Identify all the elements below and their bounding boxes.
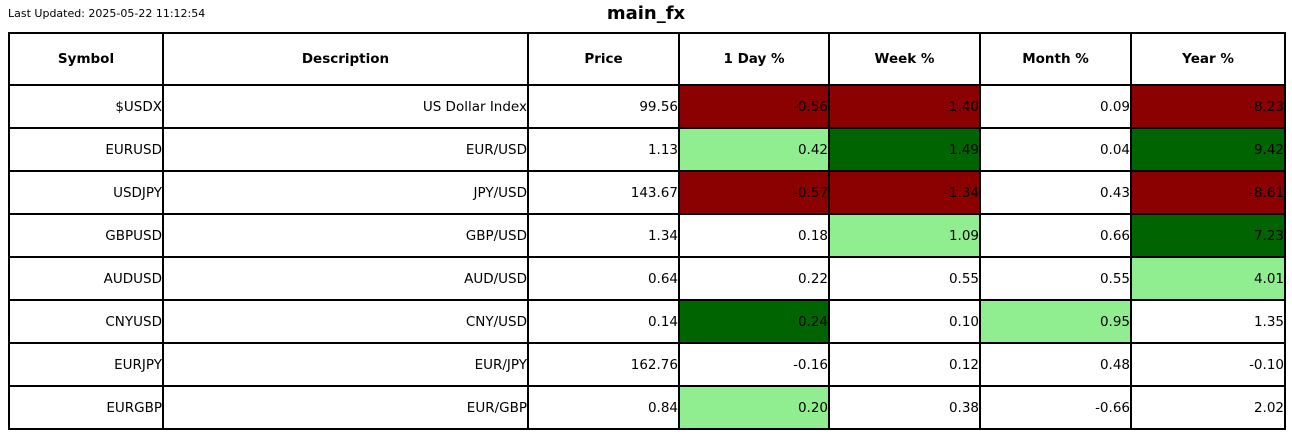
cell-week-pct: 0.12: [828, 342, 981, 387]
cell-year-pct: 9.42: [1130, 127, 1286, 172]
cell-symbol: CNYUSD: [8, 299, 164, 344]
cell-description: CNY/USD: [162, 299, 529, 344]
cell-month-pct: 0.95: [979, 299, 1132, 344]
cell-year-pct: -0.10: [1130, 342, 1286, 387]
cell-month-pct: 0.55: [979, 256, 1132, 301]
top-bar: Last Updated: 2025-05-22 11:12:54 main_f…: [0, 0, 1292, 32]
column-header-description: Description: [162, 32, 529, 86]
column-header-symbol: Symbol: [8, 32, 164, 86]
cell-1day-pct: 0.24: [678, 299, 830, 344]
cell-week-pct: -1.40: [828, 84, 981, 129]
column-header-1day-pct: 1 Day %: [678, 32, 830, 86]
column-header-week-pct: Week %: [828, 32, 981, 86]
cell-price: 1.34: [527, 213, 680, 258]
cell-description: AUD/USD: [162, 256, 529, 301]
table-row: EURGBP EUR/GBP 0.84 0.20 0.38 -0.66 2.02: [8, 385, 1286, 430]
column-header-price: Price: [527, 32, 680, 86]
last-updated-label: Last Updated: 2025-05-22 11:12:54: [8, 7, 206, 20]
cell-week-pct: 0.38: [828, 385, 981, 430]
cell-1day-pct: -0.16: [678, 342, 830, 387]
cell-year-pct: -8.23: [1130, 84, 1286, 129]
header-row: Symbol Description Price 1 Day % Week % …: [8, 32, 1286, 86]
page-title: main_fx: [606, 3, 686, 24]
cell-year-pct: 4.01: [1130, 256, 1286, 301]
table-row: CNYUSD CNY/USD 0.14 0.24 0.10 0.95 1.35: [8, 299, 1286, 344]
cell-price: 99.56: [527, 84, 680, 129]
cell-price: 0.84: [527, 385, 680, 430]
fx-table: Symbol Description Price 1 Day % Week % …: [8, 32, 1286, 430]
column-header-month-pct: Month %: [979, 32, 1132, 86]
cell-symbol: EURGBP: [8, 385, 164, 430]
cell-symbol: EURUSD: [8, 127, 164, 172]
cell-symbol: GBPUSD: [8, 213, 164, 258]
cell-1day-pct: -0.56: [678, 84, 830, 129]
table-row: AUDUSD AUD/USD 0.64 0.22 0.55 0.55 4.01: [8, 256, 1286, 301]
cell-description: GBP/USD: [162, 213, 529, 258]
cell-1day-pct: 0.22: [678, 256, 830, 301]
table-row: GBPUSD GBP/USD 1.34 0.18 1.09 0.66 7.23: [8, 213, 1286, 258]
column-header-year-pct: Year %: [1130, 32, 1286, 86]
cell-description: EUR/JPY: [162, 342, 529, 387]
cell-week-pct: 0.10: [828, 299, 981, 344]
cell-week-pct: 1.49: [828, 127, 981, 172]
cell-price: 162.76: [527, 342, 680, 387]
cell-1day-pct: 0.18: [678, 213, 830, 258]
cell-1day-pct: 0.20: [678, 385, 830, 430]
table-row: $USDX US Dollar Index 99.56 -0.56 -1.40 …: [8, 84, 1286, 129]
cell-month-pct: 0.48: [979, 342, 1132, 387]
cell-month-pct: -0.66: [979, 385, 1132, 430]
cell-description: US Dollar Index: [162, 84, 529, 129]
cell-description: JPY/USD: [162, 170, 529, 215]
cell-symbol: EURJPY: [8, 342, 164, 387]
cell-week-pct: 1.09: [828, 213, 981, 258]
cell-price: 0.64: [527, 256, 680, 301]
cell-month-pct: 0.43: [979, 170, 1132, 215]
cell-symbol: $USDX: [8, 84, 164, 129]
cell-week-pct: -1.34: [828, 170, 981, 215]
cell-week-pct: 0.55: [828, 256, 981, 301]
cell-symbol: AUDUSD: [8, 256, 164, 301]
cell-month-pct: 0.09: [979, 84, 1132, 129]
cell-symbol: USDJPY: [8, 170, 164, 215]
table-row: EURUSD EUR/USD 1.13 0.42 1.49 0.04 9.42: [8, 127, 1286, 172]
cell-description: EUR/GBP: [162, 385, 529, 430]
cell-price: 0.14: [527, 299, 680, 344]
cell-1day-pct: 0.42: [678, 127, 830, 172]
cell-year-pct: 7.23: [1130, 213, 1286, 258]
cell-description: EUR/USD: [162, 127, 529, 172]
table-row: USDJPY JPY/USD 143.67 -0.57 -1.34 0.43 -…: [8, 170, 1286, 215]
cell-month-pct: 0.04: [979, 127, 1132, 172]
cell-price: 1.13: [527, 127, 680, 172]
cell-1day-pct: -0.57: [678, 170, 830, 215]
cell-price: 143.67: [527, 170, 680, 215]
table-row: EURJPY EUR/JPY 162.76 -0.16 0.12 0.48 -0…: [8, 342, 1286, 387]
cell-year-pct: 1.35: [1130, 299, 1286, 344]
cell-year-pct: -8.61: [1130, 170, 1286, 215]
cell-month-pct: 0.66: [979, 213, 1132, 258]
cell-year-pct: 2.02: [1130, 385, 1286, 430]
